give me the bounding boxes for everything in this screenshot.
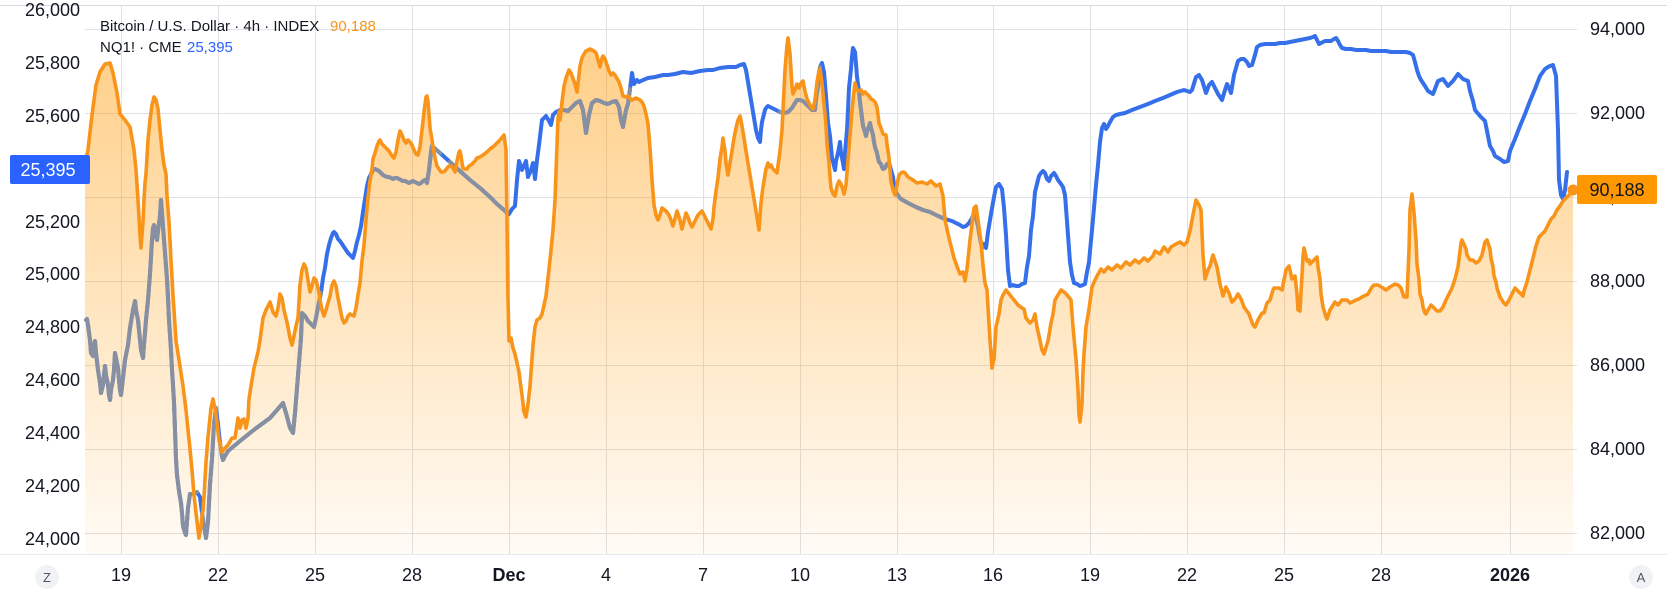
svg-text:25: 25 [305, 565, 325, 585]
svg-text:22: 22 [1177, 565, 1197, 585]
svg-text:NQ1! · CME: NQ1! · CME [100, 39, 182, 56]
svg-text:26,000: 26,000 [25, 0, 80, 20]
svg-text:19: 19 [1080, 565, 1100, 585]
svg-text:Dec: Dec [492, 565, 525, 585]
svg-text:28: 28 [402, 565, 422, 585]
svg-text:10: 10 [790, 565, 810, 585]
svg-text:24,800: 24,800 [25, 317, 80, 337]
svg-text:25,800: 25,800 [25, 53, 80, 73]
svg-text:19: 19 [111, 565, 131, 585]
svg-text:25,200: 25,200 [25, 212, 80, 232]
svg-text:25,000: 25,000 [25, 264, 80, 284]
svg-text:25: 25 [1274, 565, 1294, 585]
svg-text:Bitcoin / U.S. Dollar · 4h · I: Bitcoin / U.S. Dollar · 4h · INDEX [100, 18, 319, 35]
svg-text:25,395: 25,395 [20, 160, 75, 180]
svg-text:25,395: 25,395 [187, 39, 233, 56]
svg-text:25,600: 25,600 [25, 106, 80, 126]
svg-text:4: 4 [601, 565, 611, 585]
svg-text:90,188: 90,188 [330, 18, 376, 35]
svg-text:13: 13 [887, 565, 907, 585]
svg-text:84,000: 84,000 [1590, 439, 1645, 459]
svg-text:86,000: 86,000 [1590, 355, 1645, 375]
svg-text:Z: Z [43, 570, 51, 585]
svg-text:16: 16 [983, 565, 1003, 585]
svg-text:24,400: 24,400 [25, 423, 80, 443]
svg-text:7: 7 [698, 565, 708, 585]
svg-text:82,000: 82,000 [1590, 523, 1645, 543]
svg-text:24,600: 24,600 [25, 370, 80, 390]
svg-text:88,000: 88,000 [1590, 271, 1645, 291]
svg-text:92,000: 92,000 [1590, 103, 1645, 123]
svg-text:94,000: 94,000 [1590, 19, 1645, 39]
svg-text:22: 22 [208, 565, 228, 585]
svg-text:A: A [1637, 570, 1646, 585]
svg-text:24,200: 24,200 [25, 476, 80, 496]
svg-text:2026: 2026 [1490, 565, 1530, 585]
svg-text:90,188: 90,188 [1589, 180, 1644, 200]
svg-text:24,000: 24,000 [25, 529, 80, 549]
svg-text:28: 28 [1371, 565, 1391, 585]
